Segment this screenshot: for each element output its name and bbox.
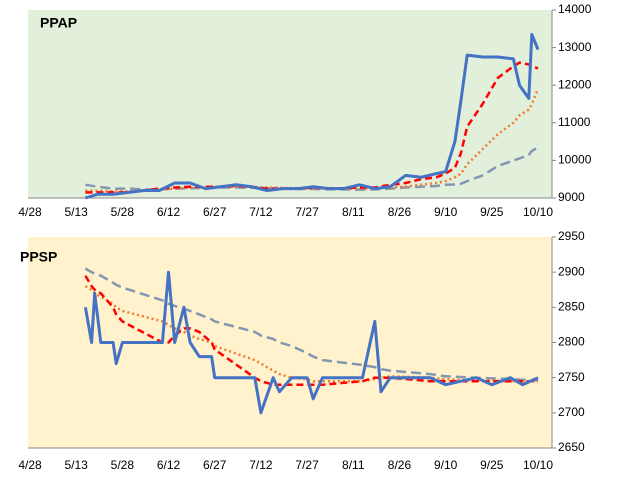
- y-tick-label: 2950: [558, 229, 585, 243]
- x-tick-label: 8/11: [342, 205, 365, 219]
- x-tick-label: 9/10: [434, 205, 458, 219]
- plot-background: [28, 237, 552, 448]
- x-tick-label: 7/12: [249, 458, 273, 472]
- x-tick-label: 9/10: [434, 458, 458, 472]
- x-tick-label: 8/26: [388, 205, 412, 219]
- y-tick-label: 2700: [558, 405, 585, 419]
- x-tick-label: 10/10: [523, 458, 553, 472]
- x-tick-label: 7/27: [295, 458, 319, 472]
- y-tick-label: 2750: [558, 370, 585, 384]
- chart-title: PPSP: [20, 249, 57, 265]
- y-tick-label: 11000: [558, 115, 591, 129]
- x-tick-label: 5/13: [65, 458, 89, 472]
- y-tick-label: 13000: [558, 40, 592, 54]
- ppap-chart: 9000 10000 11000 12000 13000 14000 4/28 5/13 5/2…: [18, 2, 591, 219]
- series-line: [83, 270, 539, 415]
- x-tick-label: 8/26: [388, 458, 412, 472]
- y-tick-label: 2900: [558, 264, 585, 278]
- chart-title: PPAP: [40, 15, 77, 31]
- y-tick-label: 12000: [558, 77, 592, 91]
- x-tick-label: 6/12: [157, 205, 181, 219]
- x-tick-label: 6/27: [203, 458, 227, 472]
- series-line: [84, 285, 538, 383]
- series-line: [84, 32, 540, 200]
- series-line: [84, 275, 538, 386]
- y-tick-label: 2650: [558, 440, 585, 454]
- x-tick-label: 9/25: [480, 458, 504, 472]
- y-tick-label: 10000: [558, 153, 592, 167]
- plot-background: [28, 10, 552, 198]
- y-tick-label: 14000: [558, 2, 592, 16]
- series-line: [84, 267, 539, 382]
- x-tick-label: 5/28: [111, 205, 135, 219]
- x-tick-label: 5/13: [65, 205, 89, 219]
- x-tick-label: 10/10: [523, 205, 553, 219]
- y-tick-label: 9000: [558, 190, 585, 204]
- x-tick-label: 8/11: [342, 458, 365, 472]
- y-tick-label: 2850: [558, 300, 585, 314]
- x-tick-label: 7/27: [295, 205, 319, 219]
- ppsp-chart: 2650 2700 2750 2800 2850 2900 2950 4/28 5/13 5/28…: [18, 229, 585, 472]
- x-tick-label: 4/28: [18, 205, 42, 219]
- x-tick-label: 4/28: [18, 458, 42, 472]
- y-tick-label: 2800: [558, 335, 585, 349]
- x-tick-label: 9/25: [480, 205, 504, 219]
- x-tick-label: 6/12: [157, 458, 181, 472]
- x-tick-label: 6/27: [203, 205, 227, 219]
- x-tick-label: 5/28: [111, 458, 135, 472]
- x-tick-label: 7/12: [249, 205, 273, 219]
